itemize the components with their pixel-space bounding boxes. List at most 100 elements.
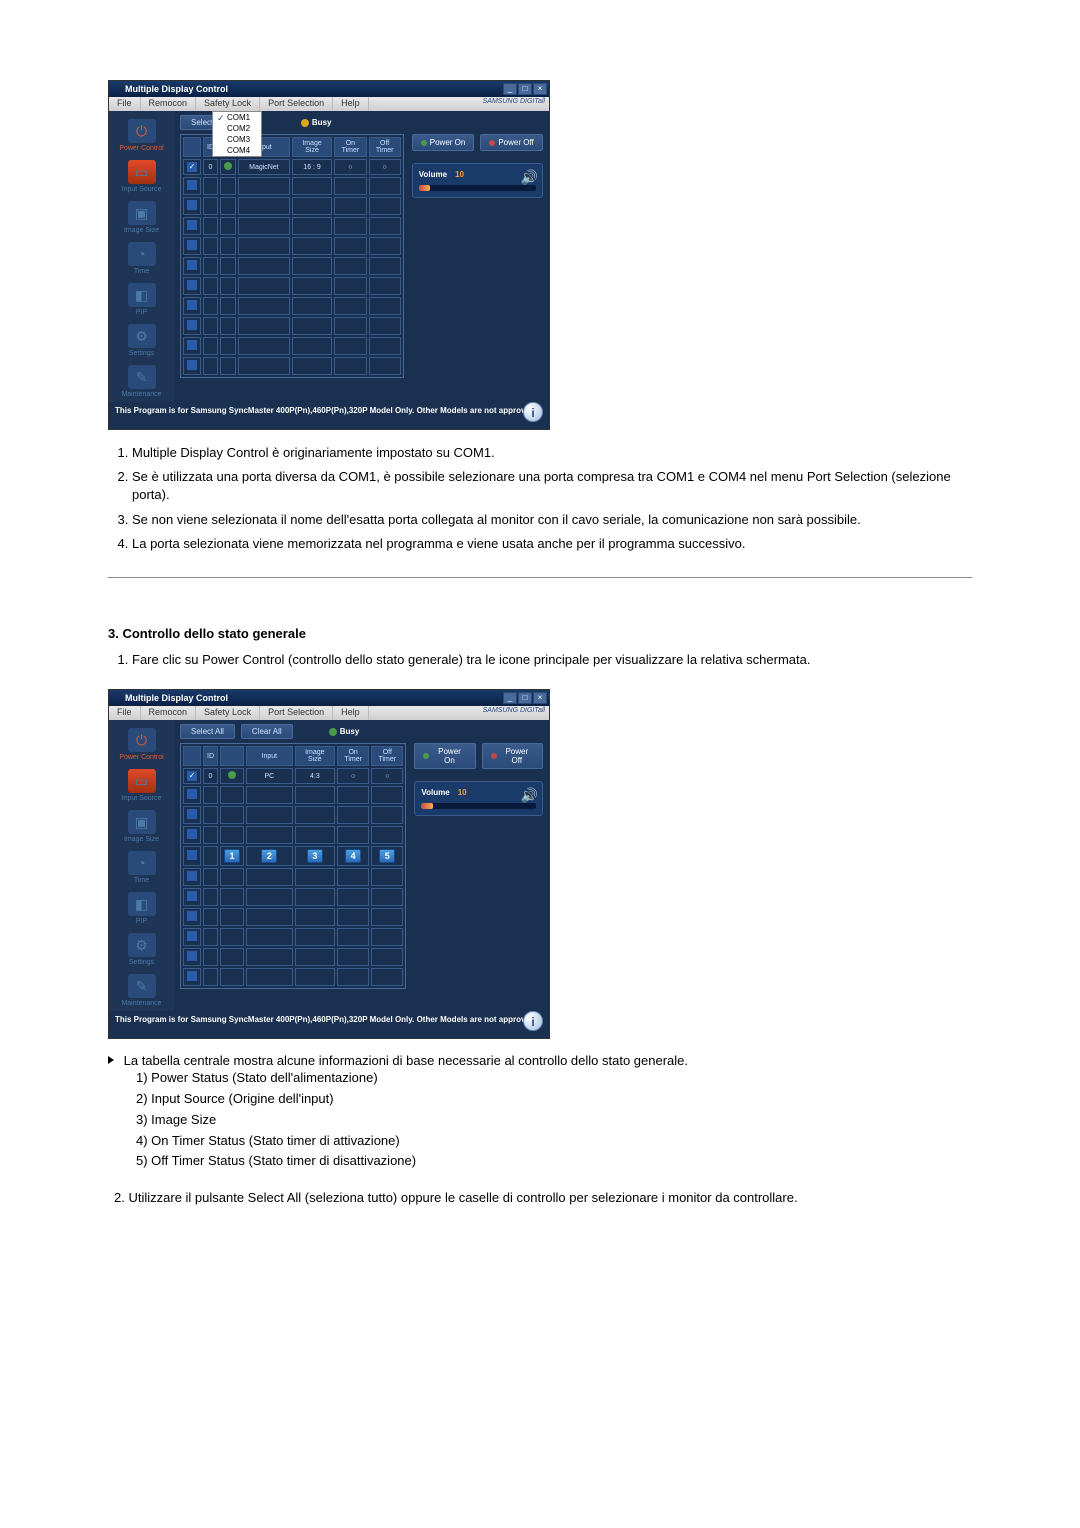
menu-help[interactable]: Help xyxy=(333,706,369,720)
table-row[interactable]: 0MagicNet16 : 9○○ xyxy=(183,159,401,175)
sidebar-item-pip[interactable]: ◧PIP xyxy=(109,277,174,318)
row-on-timer: ○ xyxy=(334,159,366,175)
sidebar-item-settings[interactable]: ⚙Settings xyxy=(109,927,174,968)
badge-5: 5 xyxy=(379,849,395,863)
sidebar-item-maintenance[interactable]: ✎Maintenance xyxy=(109,968,174,1009)
close-button[interactable]: × xyxy=(533,83,547,95)
row-checkbox[interactable] xyxy=(187,220,197,230)
row-checkbox[interactable] xyxy=(187,850,197,860)
maintenance-icon: ✎ xyxy=(128,365,156,389)
minimize-button[interactable]: _ xyxy=(503,83,517,95)
table-header: Image Size xyxy=(295,746,335,766)
table-header: Off Timer xyxy=(371,746,403,766)
row-checkbox[interactable] xyxy=(187,260,197,270)
sidebar-label: PIP xyxy=(109,918,174,925)
sidebar-item-settings[interactable]: ⚙Settings xyxy=(109,318,174,359)
row-checkbox[interactable] xyxy=(187,200,197,210)
info-icon[interactable]: i xyxy=(523,1011,543,1031)
sidebar-item-pip[interactable]: ◧PIP xyxy=(109,886,174,927)
volume-slider[interactable]: 🔊 xyxy=(421,803,536,809)
menu-remocon[interactable]: Remocon xyxy=(141,706,197,720)
sidebar-label: Image Size xyxy=(109,227,174,234)
menu-file[interactable]: File xyxy=(109,97,141,111)
row-checkbox[interactable] xyxy=(187,180,197,190)
sidebar-item-power-control[interactable]: ⏻Power Control xyxy=(109,113,174,154)
sidebar-item-power-control[interactable]: ⏻Power Control xyxy=(109,722,174,763)
row-checkbox[interactable] xyxy=(187,871,197,881)
sidebar-item-input-source[interactable]: ▭Input Source xyxy=(109,763,174,804)
num: 2. xyxy=(114,1190,125,1205)
sidebar-item-maintenance[interactable]: ✎ Maintenance xyxy=(109,359,174,400)
menu-file[interactable]: File xyxy=(109,706,141,720)
port-com1[interactable]: ✓COM1 xyxy=(213,112,261,123)
sidebar-item-time[interactable]: ◔Time xyxy=(109,236,174,277)
sidebar-item-time[interactable]: ◔Time xyxy=(109,845,174,886)
power-off-button[interactable]: Power Off xyxy=(482,743,543,769)
row-checkbox[interactable] xyxy=(187,360,197,370)
row-checkbox[interactable] xyxy=(187,809,197,819)
power-on-button[interactable]: Power On xyxy=(414,743,475,769)
titlebar: Multiple Display Control _ □ × xyxy=(109,81,549,97)
menu-port-selection[interactable]: Port Selection xyxy=(260,97,333,111)
minimize-button[interactable]: _ xyxy=(503,692,517,704)
window-buttons: _ □ × xyxy=(503,83,547,95)
display-table: IDInputImage SizeOn TimerOff Timer0PC4:3… xyxy=(180,743,406,989)
port-com3[interactable]: COM3 xyxy=(213,134,261,145)
badge-4: 4 xyxy=(345,849,361,863)
menu-safety-lock[interactable]: Safety Lock xyxy=(196,706,260,720)
page: Multiple Display Control _ □ × File Remo… xyxy=(0,0,1080,1265)
power-off-button[interactable]: Power Off xyxy=(480,134,542,151)
table-row xyxy=(183,786,403,804)
close-button[interactable]: × xyxy=(533,692,547,704)
row-checkbox[interactable] xyxy=(187,829,197,839)
menu-safety-lock[interactable]: Safety Lock xyxy=(196,97,260,111)
power-on-button[interactable]: Power On xyxy=(412,134,475,151)
select-all-button[interactable]: Select All xyxy=(180,724,235,739)
sidebar-item-image-size[interactable]: ▣Image Size xyxy=(109,804,174,845)
volume-value: 10 xyxy=(455,170,464,179)
power-row: Power On Power Off xyxy=(414,743,543,769)
maximize-button[interactable]: □ xyxy=(518,692,532,704)
row-checkbox[interactable] xyxy=(187,789,197,799)
volume-slider[interactable]: 🔊 xyxy=(419,185,536,191)
row-checkbox[interactable] xyxy=(187,891,197,901)
table-row xyxy=(183,257,401,275)
row-checkbox[interactable] xyxy=(187,300,197,310)
row-checkbox[interactable] xyxy=(187,280,197,290)
table-row xyxy=(183,177,401,195)
volume-row: Volume 10 xyxy=(419,170,536,179)
table-row xyxy=(183,948,403,966)
busy-indicator: Busy xyxy=(329,727,360,736)
menu-remocon[interactable]: Remocon xyxy=(141,97,197,111)
sidebar-item-image-size[interactable]: ▣Image Size xyxy=(109,195,174,236)
table-row xyxy=(183,968,403,986)
row-checkbox[interactable] xyxy=(187,931,197,941)
row-checkbox[interactable] xyxy=(187,771,197,781)
row-checkbox[interactable] xyxy=(187,951,197,961)
mdc-window-2: Multiple Display Control _ □ × File Remo… xyxy=(108,689,550,1039)
sidebar-label: PIP xyxy=(109,309,174,316)
row-checkbox[interactable] xyxy=(187,911,197,921)
settings-icon: ⚙ xyxy=(128,933,156,957)
input-source-icon: ▭ xyxy=(128,769,156,793)
table-row xyxy=(183,197,401,215)
row-checkbox[interactable] xyxy=(187,971,197,981)
port-com2[interactable]: COM2 xyxy=(213,123,261,134)
power-control-icon: ⏻ xyxy=(128,119,156,143)
clear-all-button[interactable]: Clear All xyxy=(241,724,293,739)
menu-help[interactable]: Help xyxy=(333,97,369,111)
menu-port-selection[interactable]: Port Selection xyxy=(260,706,333,720)
row-checkbox[interactable] xyxy=(187,162,197,172)
sidebar-item-input-source[interactable]: ▭Input Source xyxy=(109,154,174,195)
sidebar-label: Maintenance xyxy=(109,391,174,398)
maximize-button[interactable]: □ xyxy=(518,83,532,95)
row-checkbox[interactable] xyxy=(187,340,197,350)
row-checkbox[interactable] xyxy=(187,240,197,250)
port-com4[interactable]: COM4 xyxy=(213,145,261,156)
row-off-timer: ○ xyxy=(369,159,401,175)
sidebar-label: Maintenance xyxy=(109,1000,174,1007)
table-row[interactable]: 0PC4:3○○ xyxy=(183,768,403,784)
info-icon[interactable]: i xyxy=(523,402,543,422)
instruction-item: La porta selezionata viene memorizzata n… xyxy=(132,535,972,553)
row-checkbox[interactable] xyxy=(187,320,197,330)
